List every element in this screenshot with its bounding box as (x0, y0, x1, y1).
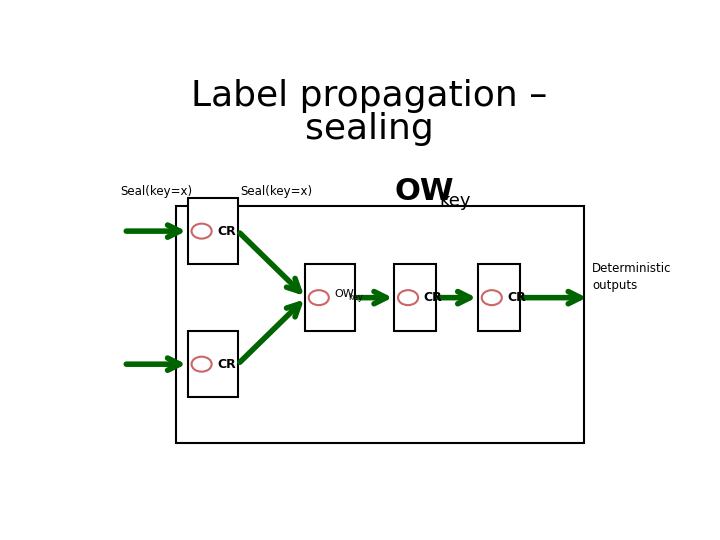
Bar (394, 265, 436, 331)
Bar (305, 265, 355, 331)
Text: outputs: outputs (593, 279, 637, 292)
Circle shape (192, 224, 212, 239)
Bar (188, 331, 238, 397)
Circle shape (482, 290, 502, 305)
Text: CR: CR (508, 291, 526, 304)
Text: OW: OW (394, 177, 454, 206)
Circle shape (192, 357, 212, 372)
Text: key: key (440, 192, 472, 210)
Circle shape (398, 290, 418, 305)
Bar (176, 206, 584, 443)
Bar (478, 265, 520, 331)
Text: Label propagation –: Label propagation – (191, 79, 547, 113)
Circle shape (309, 290, 329, 305)
Text: CR: CR (217, 357, 236, 370)
Bar (188, 198, 238, 265)
Text: CR: CR (423, 291, 442, 304)
Text: CR: CR (217, 225, 236, 238)
Text: sealing: sealing (305, 112, 433, 146)
Text: key: key (348, 293, 363, 302)
Text: Seal(key=x): Seal(key=x) (121, 185, 193, 198)
Text: Seal(key=x): Seal(key=x) (240, 185, 312, 198)
Text: OW: OW (334, 289, 354, 299)
Text: Deterministic: Deterministic (593, 262, 672, 275)
